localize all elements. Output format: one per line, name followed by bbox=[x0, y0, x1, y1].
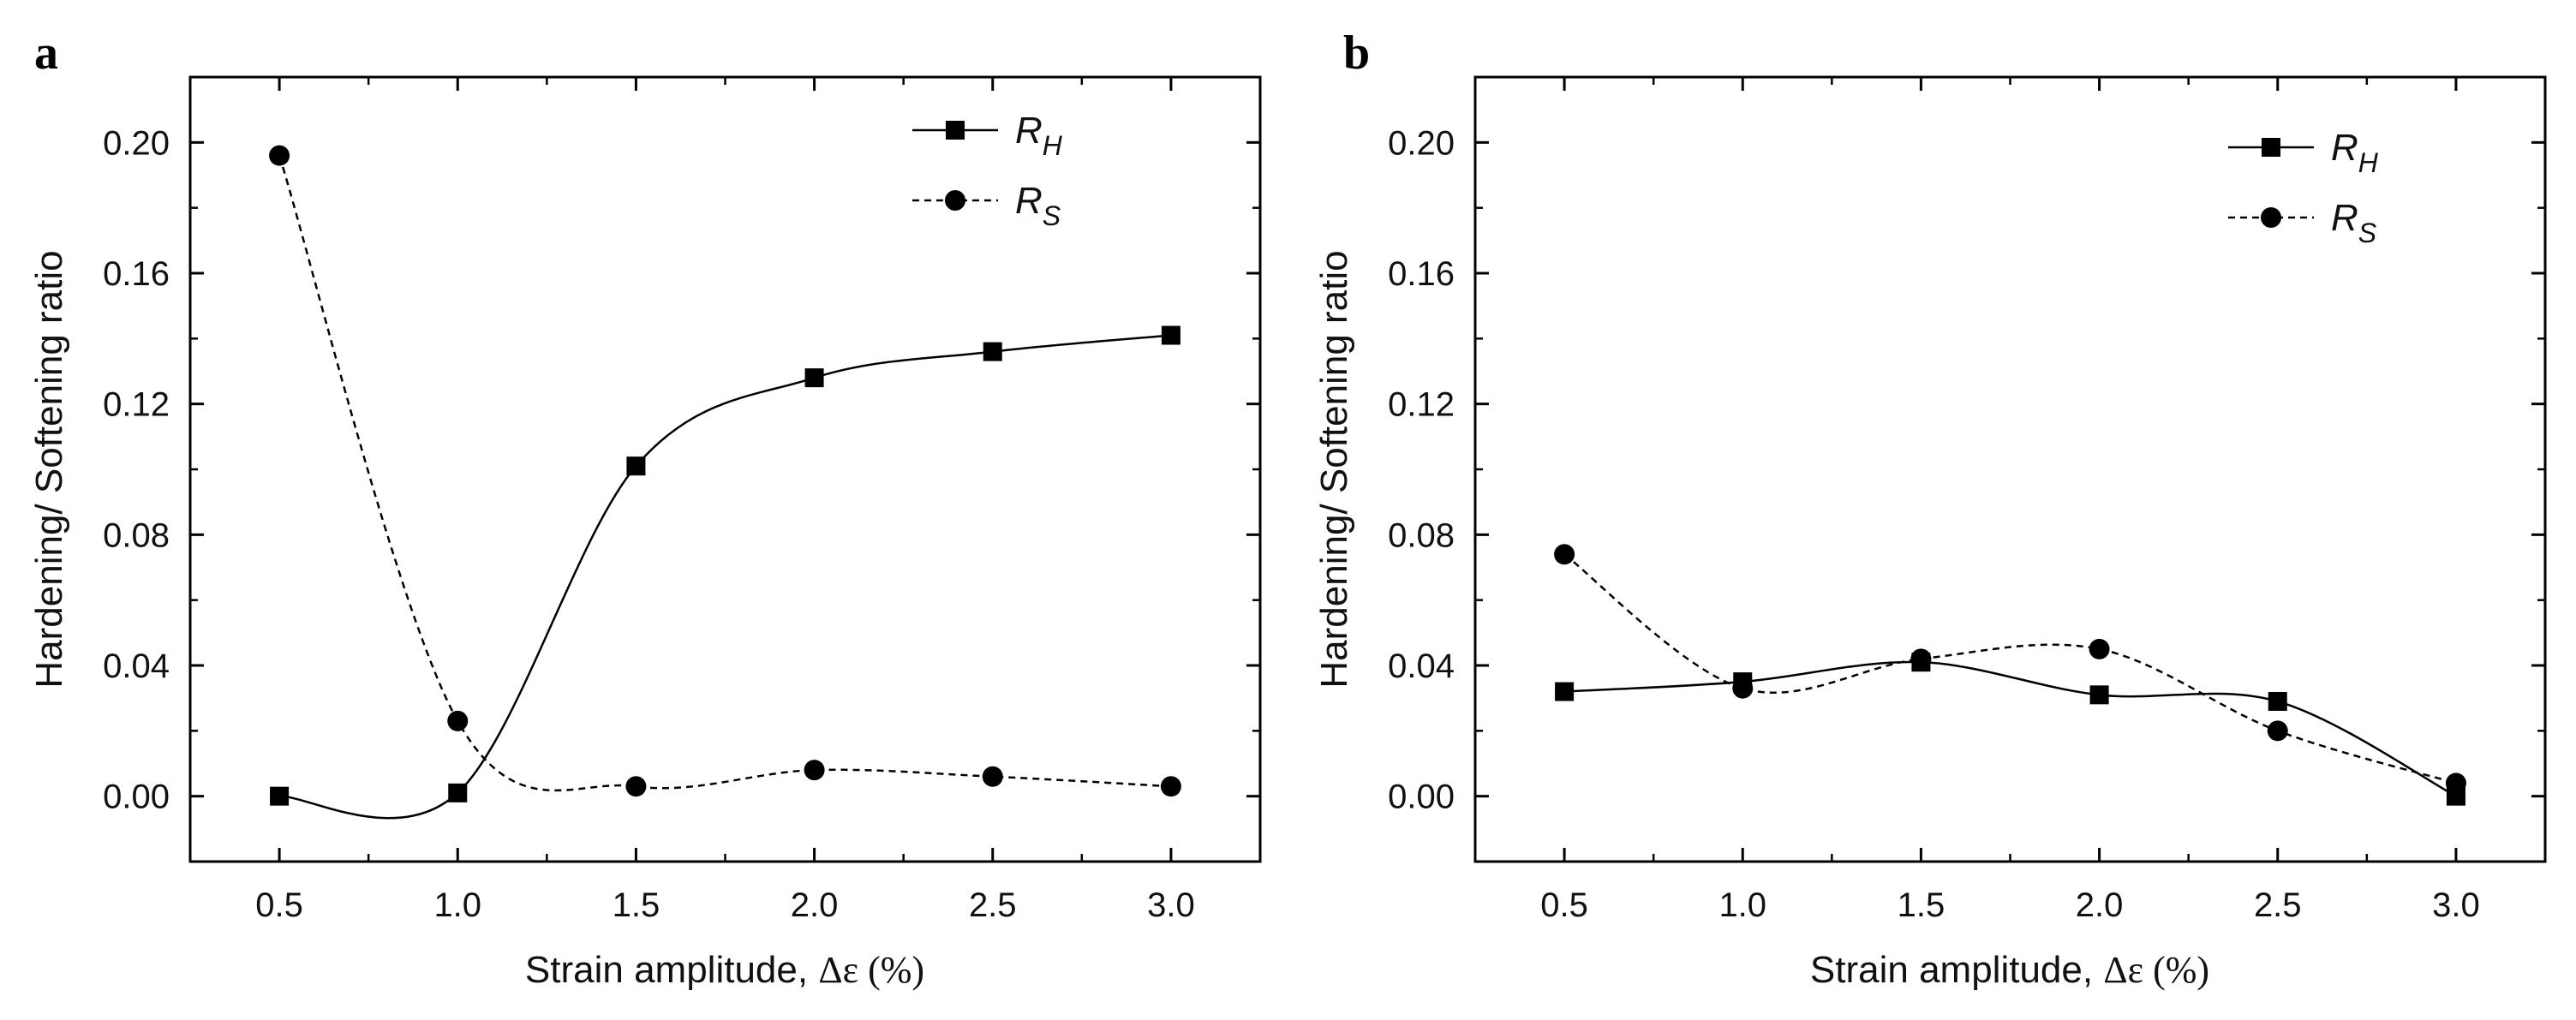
data-point-RS bbox=[2445, 772, 2466, 794]
series-markers-b bbox=[1554, 544, 2466, 806]
y-tick-label: 0.16 bbox=[103, 255, 170, 293]
legend-marker bbox=[2261, 207, 2281, 228]
series-line-RH bbox=[279, 334, 1172, 820]
data-point-RH bbox=[448, 783, 468, 802]
legend-b: RH RS bbox=[2228, 127, 2379, 248]
plot-frame-b bbox=[1473, 75, 2547, 863]
x-tick-label: 3.0 bbox=[1147, 886, 1195, 924]
y-tick-label: 0.20 bbox=[103, 124, 170, 162]
series-line-RS bbox=[278, 155, 1171, 792]
y-tick-label: 0.00 bbox=[103, 778, 170, 816]
data-point-RS bbox=[1910, 648, 1932, 670]
data-point-RS bbox=[804, 760, 825, 781]
y-tick-label: 0.04 bbox=[103, 647, 170, 685]
x-tick-label: 1.5 bbox=[613, 886, 660, 924]
data-point-RH bbox=[2089, 685, 2109, 705]
y-tick-label: 0.20 bbox=[1388, 124, 1455, 162]
plot-frame-a bbox=[188, 75, 1262, 863]
legend-label: RH bbox=[1015, 110, 1063, 161]
data-point-RH bbox=[983, 342, 1002, 361]
y-tick-label: 0.12 bbox=[103, 386, 170, 424]
x-axis-b: 0.5 1.0 1.5 2.0 2.5 3.0 bbox=[1473, 77, 2547, 924]
series-line-RS bbox=[1563, 553, 2457, 784]
series-line-RH bbox=[1564, 660, 2457, 797]
legend-marker bbox=[2262, 138, 2280, 157]
data-point-RH bbox=[2268, 691, 2287, 711]
data-point-RS bbox=[447, 710, 469, 731]
data-point-RS bbox=[1554, 544, 1575, 565]
x-tick-label: 1.0 bbox=[433, 886, 481, 924]
x-axis-label-a: Strain amplitude, Δε (%) bbox=[525, 949, 924, 991]
legend-label: RH bbox=[2331, 127, 2379, 178]
y-tick-label: 0.04 bbox=[1388, 647, 1455, 685]
y-tick-label: 0.16 bbox=[1388, 255, 1455, 293]
panel-letter-b: b bbox=[1343, 27, 1370, 80]
x-tick-label: 0.5 bbox=[1540, 886, 1588, 924]
data-point-RH bbox=[1161, 325, 1180, 345]
y-tick-label: 0.00 bbox=[1388, 778, 1455, 816]
panel-letter-a: a bbox=[34, 27, 58, 80]
data-point-RS bbox=[1160, 776, 1181, 797]
data-point-RS bbox=[2267, 720, 2288, 742]
data-point-RS bbox=[2089, 638, 2110, 659]
chart-panel-a: a 0.00 0.04 0.08 0.12 0.16 0.20 0.5 1.0 1.5 2.0 2… bbox=[28, 27, 1262, 991]
chart-panel-b: b 0.00 0.04 0.08 0.12 0.16 0.20 0.5 1.0 1.5 2.0 2… bbox=[1313, 27, 2547, 991]
legend-label: RS bbox=[2331, 197, 2376, 248]
y-axis-a: 0.00 0.04 0.08 0.12 0.16 0.20 bbox=[103, 124, 1260, 816]
data-point-RH bbox=[804, 368, 824, 388]
data-point-RS bbox=[269, 145, 290, 166]
x-tick-label: 2.0 bbox=[791, 886, 839, 924]
x-tick-label: 2.5 bbox=[969, 886, 1017, 924]
data-point-RH bbox=[626, 456, 646, 476]
y-tick-label: 0.12 bbox=[1388, 386, 1455, 424]
legend-label: RS bbox=[1015, 180, 1061, 231]
data-point-RH bbox=[1555, 682, 1575, 701]
series-markers-a bbox=[269, 145, 1181, 806]
legend-marker bbox=[946, 121, 965, 140]
y-tick-label: 0.08 bbox=[1388, 516, 1455, 554]
legend-marker bbox=[945, 190, 965, 211]
data-point-RS bbox=[625, 776, 647, 797]
y-tick-label: 0.08 bbox=[103, 516, 170, 554]
x-tick-label: 3.0 bbox=[2432, 886, 2480, 924]
x-tick-label: 2.5 bbox=[2254, 886, 2302, 924]
legend-a: RH RS bbox=[912, 110, 1063, 231]
x-tick-label: 2.0 bbox=[2076, 886, 2124, 924]
data-point-RS bbox=[982, 766, 1003, 787]
y-axis-label-a: Hardening/ Softening ratio bbox=[28, 250, 70, 688]
x-tick-label: 1.0 bbox=[1718, 886, 1766, 924]
x-axis-label-b: Strain amplitude, Δε (%) bbox=[1810, 949, 2209, 991]
x-tick-label: 0.5 bbox=[255, 886, 303, 924]
data-point-RH bbox=[270, 786, 290, 806]
y-axis-b: 0.00 0.04 0.08 0.12 0.16 0.20 bbox=[1388, 124, 2545, 816]
x-axis-a: 0.5 1.0 1.5 2.0 2.5 3.0 bbox=[188, 77, 1262, 924]
x-tick-label: 1.5 bbox=[1898, 886, 1945, 924]
series-lines-b bbox=[1563, 553, 2457, 797]
series-lines-a bbox=[278, 155, 1172, 820]
data-point-RS bbox=[1732, 677, 1754, 699]
y-axis-label-b: Hardening/ Softening ratio bbox=[1313, 250, 1355, 688]
